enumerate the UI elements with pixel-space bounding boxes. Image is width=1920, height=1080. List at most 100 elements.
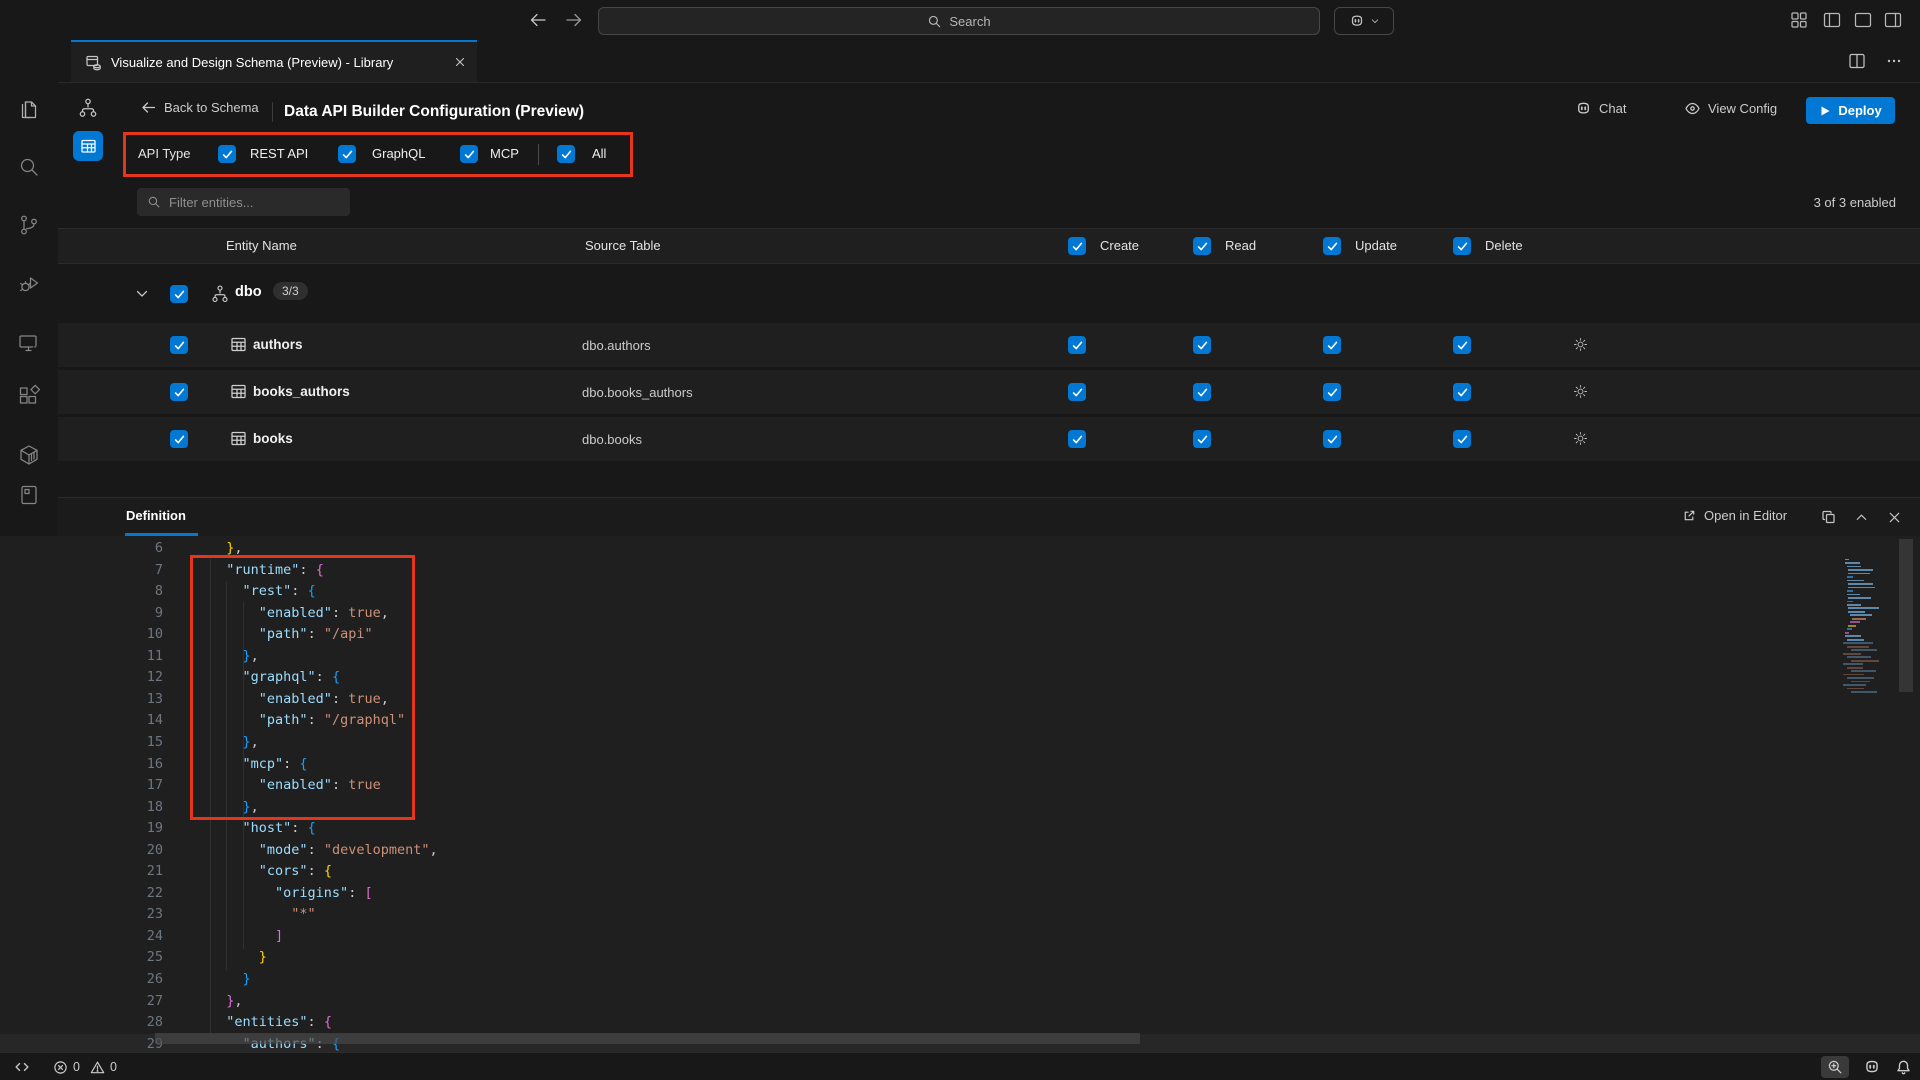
split-editor-icon[interactable] [1847, 51, 1867, 71]
chevron-down-icon[interactable] [134, 286, 150, 302]
more-actions-icon[interactable] [1884, 51, 1904, 71]
remote-explorer-icon[interactable] [17, 332, 41, 356]
code-line[interactable]: 10 "path": "/api" [0, 624, 1920, 646]
update-checkbox[interactable] [1323, 383, 1341, 401]
remote-indicator-icon[interactable] [13, 1058, 31, 1076]
chat-button[interactable]: Chat [1575, 100, 1626, 117]
minimap[interactable] [1843, 557, 1895, 693]
command-center-search[interactable]: Search [598, 7, 1320, 35]
api-type-checkbox-mcp[interactable] [460, 145, 478, 163]
view-config-button[interactable]: View Config [1684, 100, 1777, 117]
update-checkbox[interactable] [1323, 430, 1341, 448]
schema-group-row[interactable]: dbo 3/3 [58, 268, 1920, 320]
entity-checkbox[interactable] [170, 430, 188, 448]
code-line[interactable]: 19 "host": { [0, 818, 1920, 840]
delete-checkbox[interactable] [1453, 430, 1471, 448]
container-tools-icon[interactable] [17, 443, 41, 467]
delete-all-checkbox[interactable] [1453, 237, 1471, 255]
customize-layout-icon[interactable] [1789, 10, 1809, 30]
code-line[interactable]: 12 "graphql": { [0, 667, 1920, 689]
delete-checkbox[interactable] [1453, 336, 1471, 354]
collapse-panel-icon[interactable] [1854, 510, 1869, 525]
create-checkbox[interactable] [1068, 430, 1086, 448]
code-line[interactable]: 23 "*" [0, 904, 1920, 926]
code-line[interactable]: 18 }, [0, 797, 1920, 819]
code-line[interactable]: 25 } [0, 947, 1920, 969]
definition-tab[interactable]: Definition [126, 508, 186, 523]
extensions-icon[interactable] [17, 384, 41, 408]
horizontal-scrollbar[interactable] [155, 1033, 1140, 1044]
entity-settings-gear-icon[interactable] [1572, 430, 1589, 447]
filter-entities-input[interactable]: Filter entities... [137, 188, 350, 216]
search-sidebar-icon[interactable] [17, 155, 41, 179]
code-line[interactable]: 15 }, [0, 732, 1920, 754]
deploy-button[interactable]: Deploy [1806, 97, 1895, 124]
code-line[interactable]: 13 "enabled": true, [0, 689, 1920, 711]
code-line[interactable]: 21 "cors": { [0, 861, 1920, 883]
code-line[interactable]: 16 "mcp": { [0, 754, 1920, 776]
tab-visualize-design-schema[interactable]: Visualize and Design Schema (Preview) - … [71, 40, 477, 82]
api-type-checkbox-rest-api[interactable] [218, 145, 236, 163]
notifications-bell-icon[interactable] [1895, 1059, 1912, 1076]
open-in-editor-button[interactable]: Open in Editor [1682, 508, 1787, 523]
group-checkbox[interactable] [170, 285, 188, 303]
create-checkbox[interactable] [1068, 336, 1086, 354]
problems-warnings[interactable]: 0 [90, 1060, 117, 1075]
copilot-menu-button[interactable] [1334, 7, 1394, 35]
entity-row-authors[interactable]: authors dbo.authors [58, 323, 1920, 367]
indent-guide [210, 559, 211, 1052]
back-to-schema-button[interactable]: Back to Schema [140, 99, 259, 116]
source-control-icon[interactable] [17, 213, 41, 237]
code-line[interactable]: 20 "mode": "development", [0, 840, 1920, 862]
database-projects-icon[interactable] [17, 483, 41, 507]
nav-back-icon[interactable] [526, 8, 550, 32]
read-checkbox[interactable] [1193, 383, 1211, 401]
run-debug-icon[interactable] [17, 272, 41, 296]
problems-errors[interactable]: 0 [53, 1060, 80, 1075]
copy-icon[interactable] [1821, 509, 1837, 525]
entity-settings-gear-icon[interactable] [1572, 336, 1589, 353]
code-line[interactable]: 28 "entities": { [0, 1012, 1920, 1034]
api-type-checkbox-graphql[interactable] [338, 145, 356, 163]
entity-checkbox[interactable] [170, 383, 188, 401]
code-line[interactable]: 14 "path": "/graphql" [0, 710, 1920, 732]
read-all-checkbox[interactable] [1193, 237, 1211, 255]
toggle-primary-sidebar-icon[interactable] [1822, 10, 1842, 30]
read-checkbox[interactable] [1193, 336, 1211, 354]
update-all-checkbox[interactable] [1323, 237, 1341, 255]
code-line[interactable]: 27 }, [0, 991, 1920, 1013]
update-checkbox[interactable] [1323, 336, 1341, 354]
entity-row-books_authors[interactable]: books_authors dbo.books_authors [58, 370, 1920, 414]
read-checkbox[interactable] [1193, 430, 1211, 448]
toggle-secondary-sidebar-icon[interactable] [1883, 10, 1903, 30]
line-number: 20 [146, 841, 163, 858]
entity-row-books[interactable]: books dbo.books [58, 417, 1920, 461]
close-panel-icon[interactable] [1887, 510, 1902, 525]
code-line[interactable]: 7 "runtime": { [0, 560, 1920, 582]
nav-forward-icon[interactable] [562, 8, 586, 32]
copilot-status-icon[interactable] [1863, 1058, 1881, 1076]
explorer-icon[interactable] [17, 98, 41, 122]
toggle-panel-icon[interactable] [1853, 10, 1873, 30]
code-line[interactable]: 9 "enabled": true, [0, 603, 1920, 625]
dab-config-active-icon[interactable] [73, 131, 103, 161]
code-line[interactable]: 24 ] [0, 926, 1920, 948]
search-icon [927, 14, 942, 29]
entity-checkbox[interactable] [170, 336, 188, 354]
schema-visualize-icon[interactable] [77, 97, 99, 119]
api-type-checkbox-all[interactable] [557, 145, 575, 163]
definition-code-editor[interactable]: 6 }, 7 "runtime": { 8 "rest": { 9 "enabl… [0, 536, 1920, 1056]
code-line[interactable]: 22 "origins": [ [0, 883, 1920, 905]
create-all-checkbox[interactable] [1068, 237, 1086, 255]
zoom-status-button[interactable] [1821, 1056, 1849, 1078]
code-line[interactable]: 8 "rest": { [0, 581, 1920, 603]
code-line[interactable]: 6 }, [0, 538, 1920, 560]
code-line[interactable]: 17 "enabled": true [0, 775, 1920, 797]
tab-close-icon[interactable] [453, 55, 467, 69]
code-line[interactable]: 26 } [0, 969, 1920, 991]
delete-checkbox[interactable] [1453, 383, 1471, 401]
code-line[interactable]: 11 }, [0, 646, 1920, 668]
entity-settings-gear-icon[interactable] [1572, 383, 1589, 400]
create-checkbox[interactable] [1068, 383, 1086, 401]
vertical-scrollbar[interactable] [1899, 539, 1913, 692]
